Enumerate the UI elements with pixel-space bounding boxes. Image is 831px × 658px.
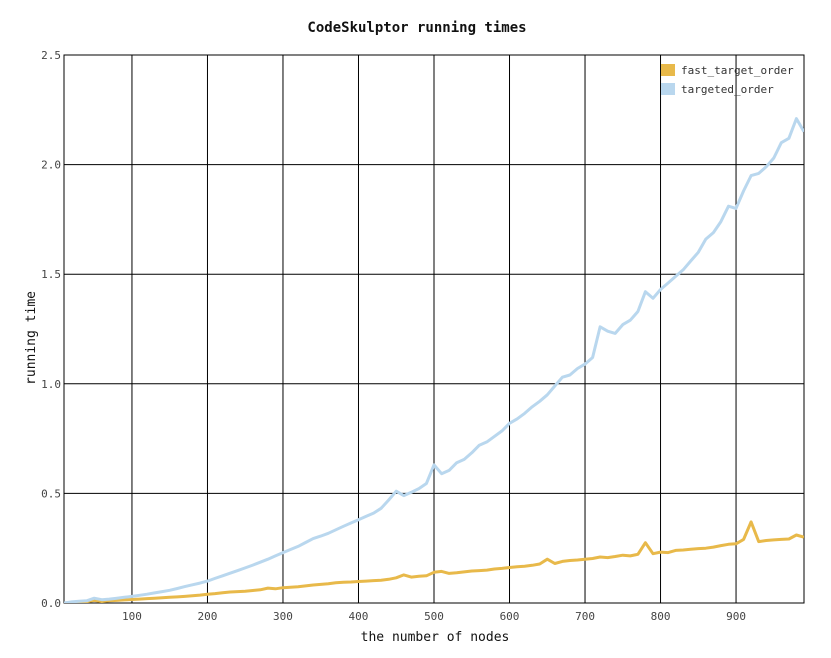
y-tick-label: 0.0 <box>41 597 61 610</box>
x-tick-label: 800 <box>651 610 671 623</box>
series-line-targeted-order <box>64 117 804 603</box>
x-tick-label: 600 <box>500 610 520 623</box>
x-tick-label: 300 <box>273 610 293 623</box>
x-tick-label: 200 <box>198 610 218 623</box>
x-tick-label: 500 <box>424 610 444 623</box>
y-tick-label: 1.0 <box>41 378 61 391</box>
series-line-fast-target-order <box>64 520 804 603</box>
x-tick-label: 100 <box>122 610 142 623</box>
legend-label: fast_target_order <box>681 64 794 77</box>
legend[interactable]: fast_target_order targeted_order <box>661 64 794 96</box>
x-tick-label: 400 <box>349 610 369 623</box>
y-tick-label: 2.0 <box>41 159 61 172</box>
y-tick-label: 1.5 <box>41 268 61 281</box>
x-tick-label: 700 <box>575 610 595 623</box>
y-tick-label: 2.5 <box>41 49 61 62</box>
y-axis-ticks: 0.0 0.5 1.0 1.5 2.0 2.5 <box>41 49 61 610</box>
y-axis-title: running time <box>24 291 39 385</box>
series-lines <box>64 117 804 603</box>
chart-title: CodeSkulptor running times <box>307 20 526 36</box>
x-axis-title: the number of nodes <box>361 630 510 645</box>
y-tick-label: 0.5 <box>41 487 61 500</box>
grid <box>64 54 804 604</box>
legend-label: targeted_order <box>681 83 774 96</box>
legend-swatch <box>661 83 675 95</box>
x-tick-label: 900 <box>726 610 746 623</box>
x-axis-ticks: 100 200 300 400 500 600 700 800 900 <box>122 610 746 623</box>
legend-swatch <box>661 64 675 76</box>
